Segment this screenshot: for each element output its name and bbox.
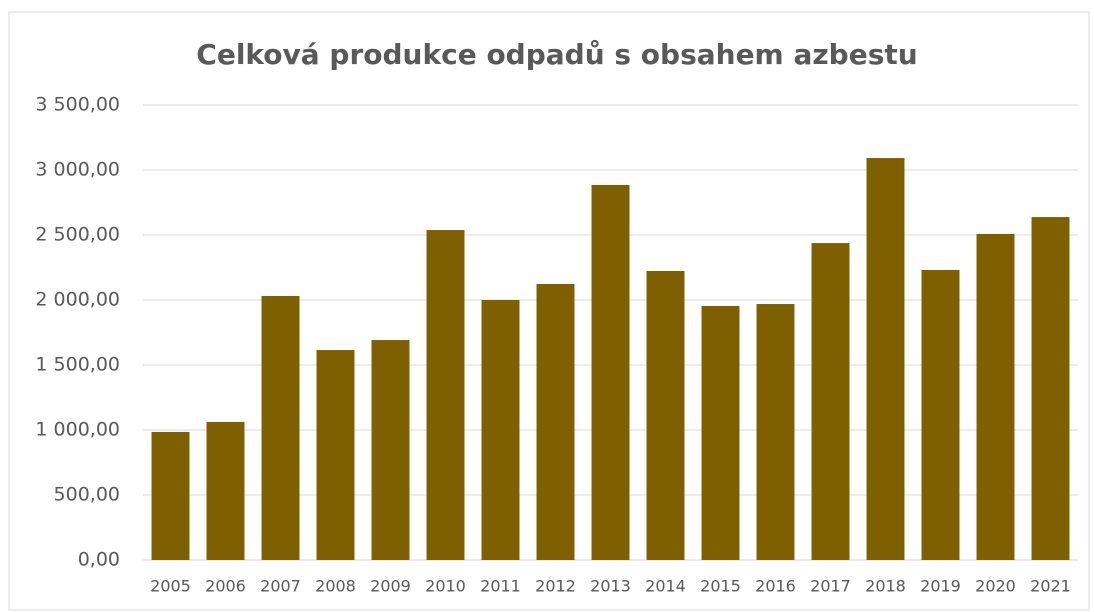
x-tick-label: 2018 — [865, 577, 906, 596]
x-tick-label: 2015 — [700, 577, 741, 596]
bar — [206, 421, 245, 560]
bar — [1031, 217, 1070, 560]
x-tick-label: 2005 — [150, 577, 191, 596]
y-tick-label: 0,00 — [78, 549, 120, 571]
chart-title: Celková produkce odpadů s obsahem azbest… — [196, 38, 917, 71]
y-tick-label: 1 000,00 — [35, 419, 120, 441]
y-tick-label: 2 500,00 — [35, 224, 120, 246]
y-tick-label: 2 000,00 — [35, 289, 120, 311]
x-tick-label: 2013 — [590, 577, 631, 596]
bar — [756, 304, 795, 560]
bar — [866, 158, 905, 561]
x-tick-label: 2021 — [1030, 577, 1071, 596]
bar — [426, 230, 465, 560]
bar — [151, 431, 190, 560]
bar — [811, 243, 850, 560]
y-tick-label: 3 500,00 — [35, 94, 120, 116]
bar — [591, 184, 630, 560]
x-tick-label: 2009 — [370, 577, 411, 596]
y-tick-label: 3 000,00 — [35, 159, 120, 181]
bar — [316, 350, 355, 560]
x-tick-label: 2011 — [480, 577, 521, 596]
x-tick-label: 2006 — [205, 577, 246, 596]
bar — [701, 305, 740, 560]
bar — [261, 295, 300, 560]
y-tick-label: 1 500,00 — [35, 354, 120, 376]
x-tick-label: 2007 — [260, 577, 301, 596]
x-tick-label: 2017 — [810, 577, 851, 596]
bar — [371, 340, 410, 560]
y-tick-label: 500,00 — [54, 484, 120, 506]
x-tick-label: 2019 — [920, 577, 961, 596]
bar — [481, 300, 520, 560]
bar — [921, 269, 960, 560]
x-tick-label: 2016 — [755, 577, 796, 596]
x-tick-label: 2010 — [425, 577, 466, 596]
x-tick-label: 2020 — [975, 577, 1016, 596]
bar — [976, 233, 1015, 560]
x-tick-label: 2008 — [315, 577, 356, 596]
x-tick-label: 2014 — [645, 577, 686, 596]
x-tick-label: 2012 — [535, 577, 576, 596]
bar — [536, 284, 575, 560]
bar — [646, 271, 685, 560]
